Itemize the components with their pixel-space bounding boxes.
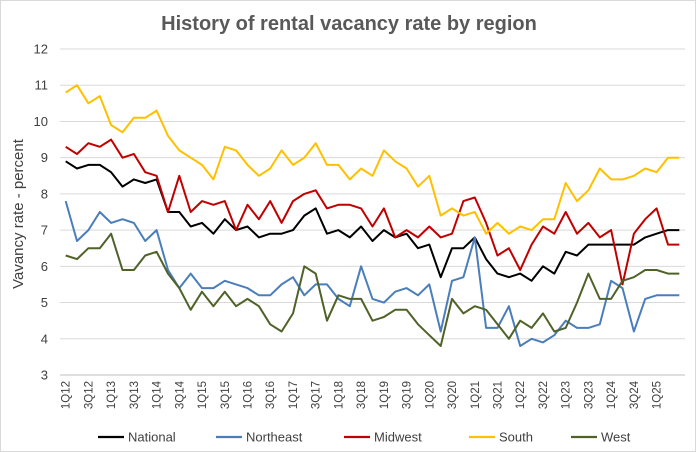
legend-label-west: West (601, 430, 631, 445)
chart-title: History of rental vacancy rate by region (161, 13, 537, 35)
y-tick-label-3: 3 (41, 368, 48, 383)
y-tick-label-6: 6 (41, 259, 48, 274)
legend-label-south: South (499, 430, 533, 445)
x-tick-label-1Q17: 1Q17 (288, 381, 300, 409)
series-line-west (65, 232, 680, 347)
y-tick-label-11: 11 (35, 78, 49, 93)
x-tick-label-3Q12: 3Q12 (83, 381, 95, 409)
y-tick-label-8: 8 (41, 186, 48, 201)
y-axis-ticks: 3 4 5 6 7 8 9 10 11 12 (34, 42, 48, 383)
y-tick-label-5: 5 (41, 295, 48, 310)
series-line-northeast (64, 200, 680, 347)
x-tick-label-3Q14: 3Q14 (174, 380, 186, 409)
y-tick-label-9: 9 (41, 150, 48, 165)
x-tick-label-3Q22: 3Q22 (538, 381, 550, 409)
x-tick-label-1Q20: 1Q20 (424, 381, 436, 409)
x-tick-label-3Q18: 3Q18 (356, 381, 368, 409)
x-tick-label-3Q16: 3Q16 (265, 381, 277, 409)
x-tick-label-3Q15: 3Q15 (220, 381, 232, 409)
series-line-midwest (65, 138, 680, 286)
y-axis-label: Vavancy rate - percent (10, 138, 27, 289)
x-tick-label-1Q18: 1Q18 (333, 381, 345, 409)
legend-label-northeast: Northeast (246, 430, 303, 445)
x-tick-label-1Q19: 1Q19 (379, 381, 391, 409)
y-tick-label-4: 4 (41, 331, 48, 346)
x-tick-label-1Q13: 1Q13 (106, 381, 118, 409)
x-tick-label-1Q24: 1Q24 (606, 380, 618, 409)
series-line-south (65, 84, 680, 235)
legend: National Northeast Midwest South West (98, 430, 631, 445)
x-tick-label-1Q21: 1Q21 (470, 381, 482, 409)
y-tick-label-12: 12 (34, 42, 48, 57)
x-tick-label-3Q21: 3Q21 (493, 381, 505, 409)
x-tick-label-3Q24: 3Q24 (629, 380, 641, 409)
legend-label-national: National (128, 430, 176, 445)
x-tick-label-3Q17: 3Q17 (311, 381, 323, 409)
legend-label-midwest: Midwest (374, 430, 422, 445)
y-tick-label-10: 10 (34, 114, 48, 129)
y-tick-label-7: 7 (41, 223, 48, 238)
x-tick-label-3Q23: 3Q23 (583, 381, 595, 409)
x-tick-label-1Q14: 1Q14 (152, 380, 164, 409)
x-axis-ticks: 1Q12 3Q12 1Q13 3Q13 1Q14 3Q14 1Q15 3Q15 1Q16 3Q16… (61, 380, 664, 409)
series-lines (64, 84, 680, 347)
gridlines (60, 48, 685, 340)
x-tick-label-1Q12: 1Q12 (61, 381, 73, 409)
x-tick-label-1Q22: 1Q22 (515, 381, 527, 409)
x-tick-label-1Q15: 1Q15 (197, 381, 209, 409)
x-tick-label-1Q16: 1Q16 (243, 381, 255, 409)
x-tick-label-1Q25: 1Q25 (652, 381, 664, 409)
x-tick-label-3Q19: 3Q19 (402, 381, 414, 409)
x-tick-label-3Q13: 3Q13 (129, 381, 141, 409)
x-tick-label-3Q20: 3Q20 (447, 381, 459, 409)
x-tick-label-1Q23: 1Q23 (561, 381, 573, 409)
